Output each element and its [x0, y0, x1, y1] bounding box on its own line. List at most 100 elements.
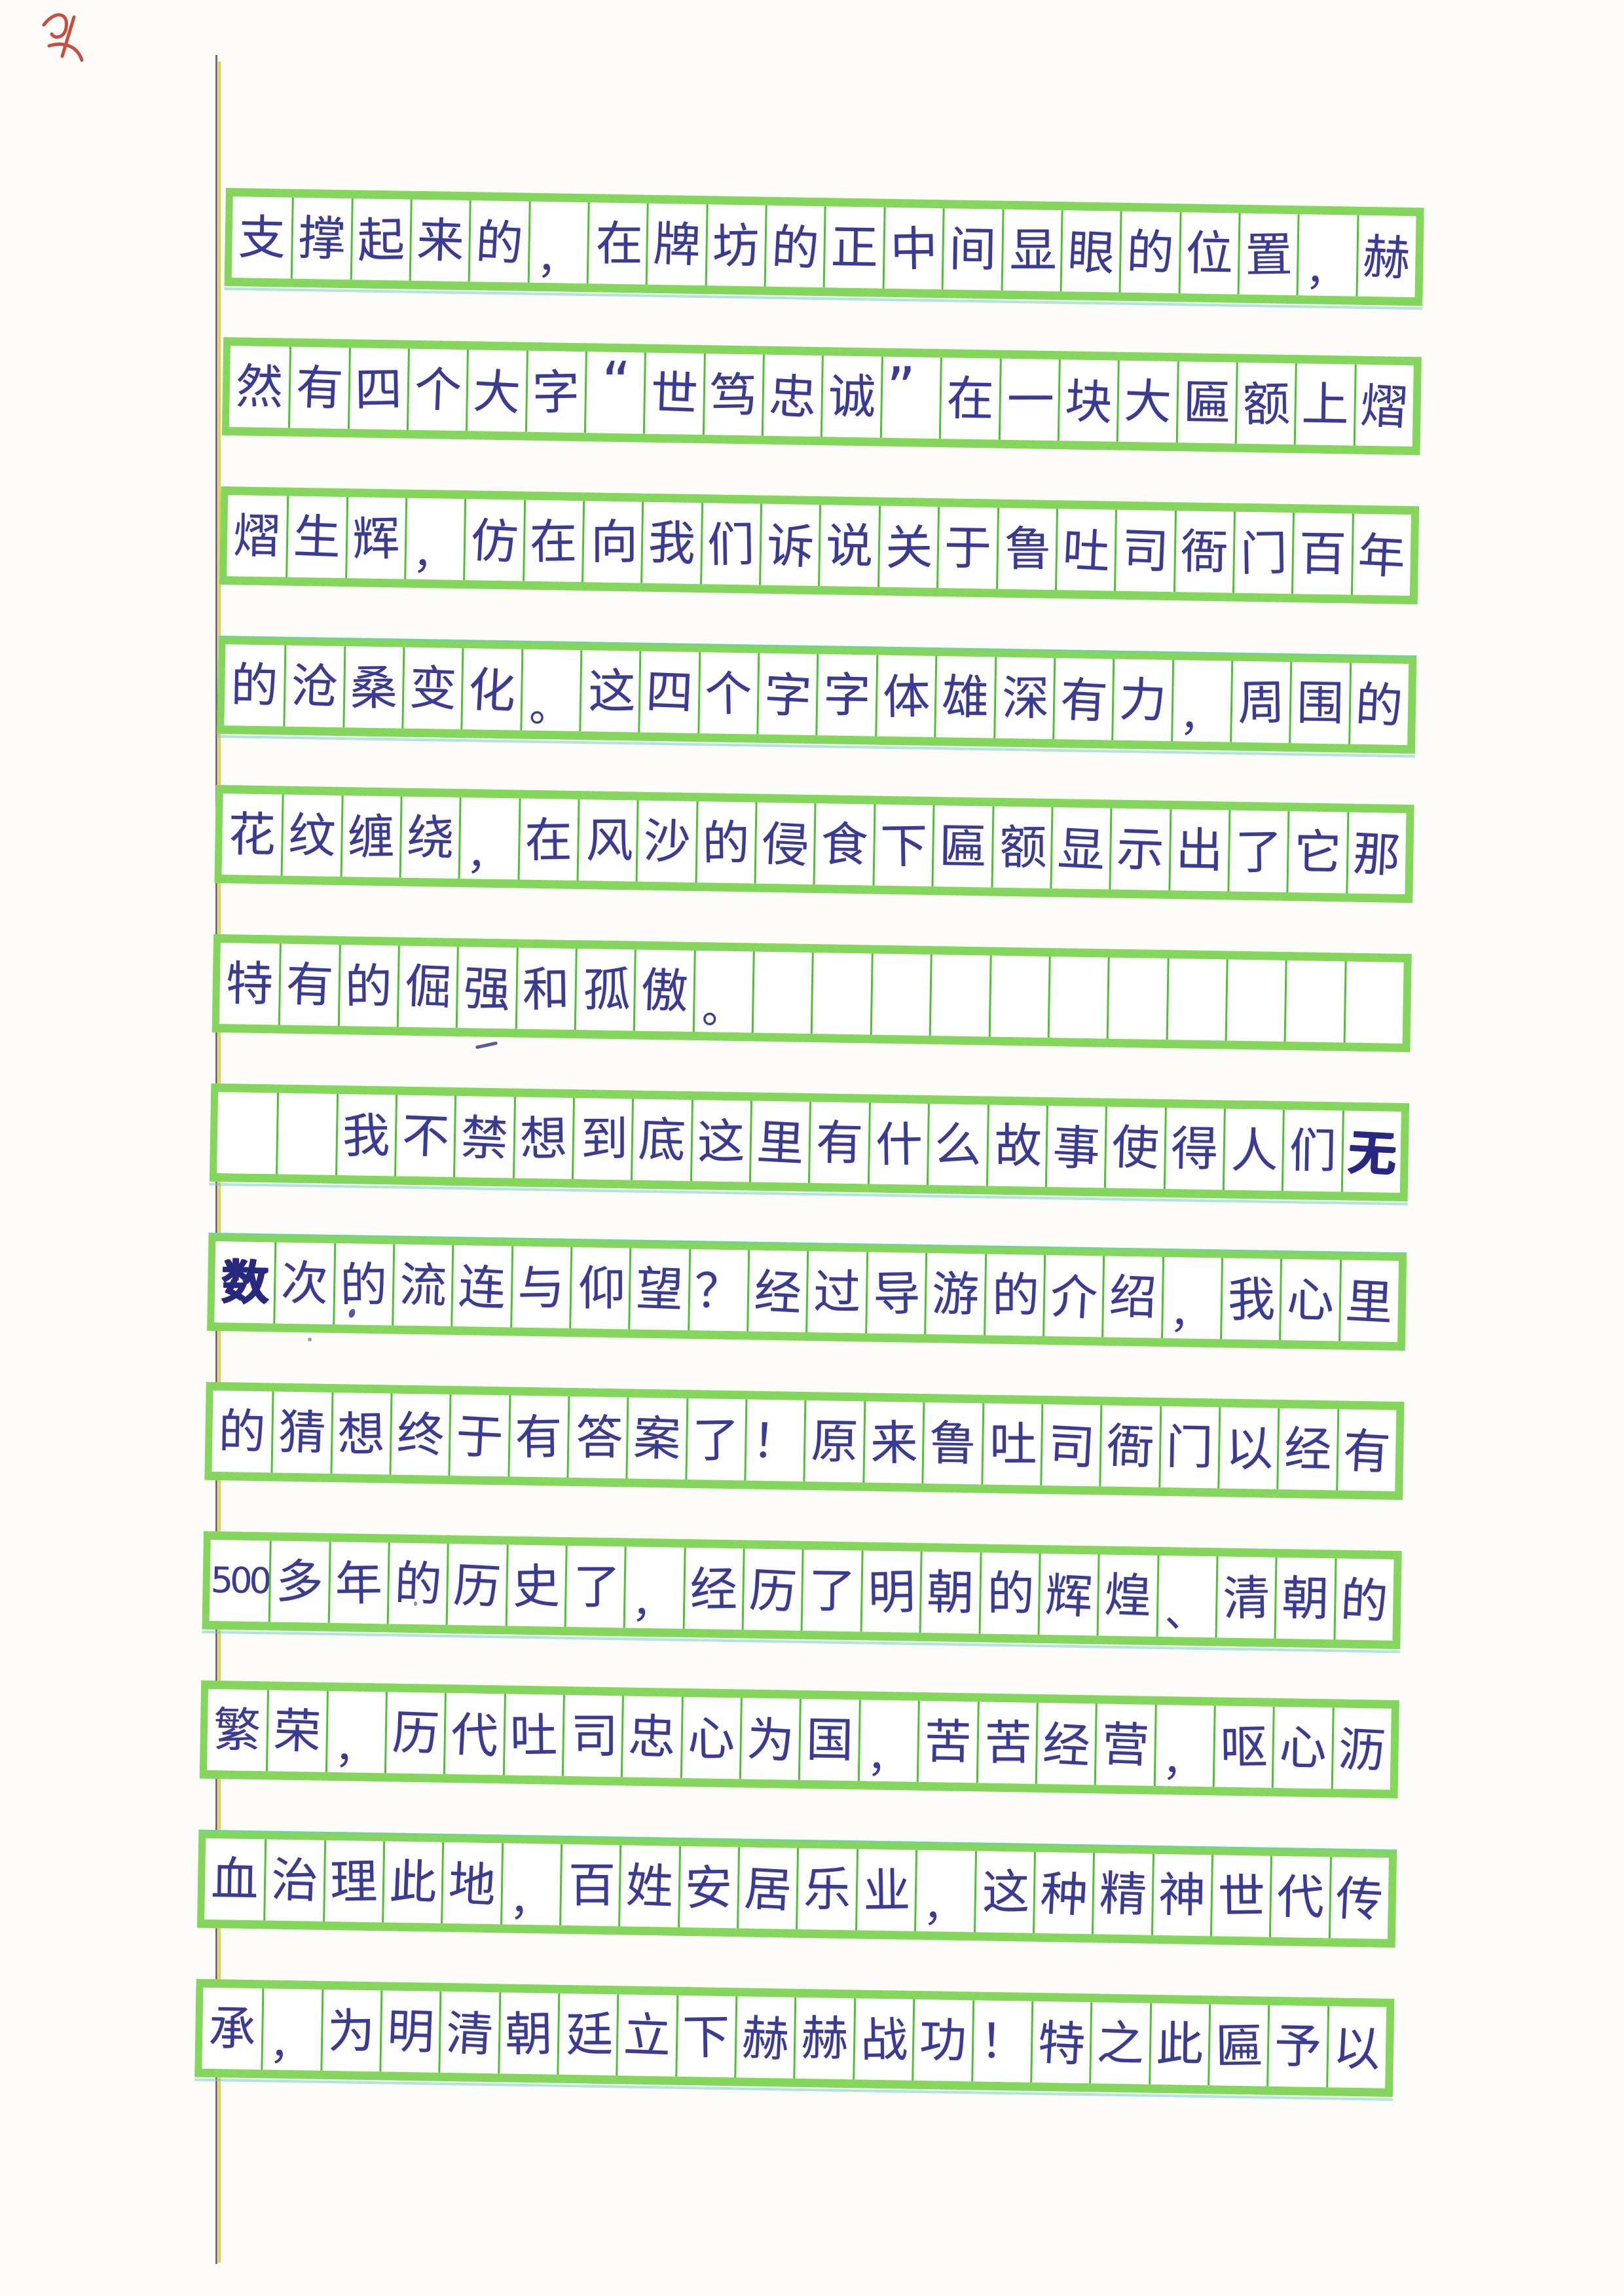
handwritten-char: 煌	[1103, 1567, 1153, 1624]
handwritten-char: 立	[622, 2007, 673, 2064]
char-cell: 关	[877, 505, 938, 589]
char-cell: 的	[1118, 211, 1180, 294]
char-cell: 业	[855, 1849, 916, 1931]
char-cell: 功	[912, 1999, 972, 2082]
handwritten-char: 风	[585, 812, 633, 868]
handwritten-char: 有	[1058, 671, 1109, 729]
char-cell: 雄	[934, 656, 995, 738]
char-cell: ”	[879, 355, 941, 439]
handwritten-char: 变	[408, 659, 458, 717]
char-cell: 沙	[635, 800, 697, 883]
handwritten-char: 沧	[289, 657, 340, 715]
char-cell: 里	[749, 1101, 810, 1183]
char-cell: 字	[525, 350, 586, 433]
char-cell: 忠	[621, 1696, 682, 1778]
handwritten-char: 门	[1165, 1419, 1214, 1476]
handwritten-char: 无	[1346, 1124, 1397, 1182]
char-cell: 了	[1227, 810, 1288, 893]
char-cell: 代	[1269, 1855, 1330, 1939]
handwritten-char: 清	[445, 2005, 495, 2063]
char-cell: 百	[1291, 513, 1352, 595]
handwritten-char: 仿	[469, 513, 520, 570]
handwritten-char: 游	[931, 1266, 980, 1322]
char-cell: 正	[823, 206, 884, 289]
handwritten-char: 的	[987, 1566, 1035, 1622]
handwritten-char: 司	[570, 1708, 618, 1764]
char-cell: 安	[677, 1846, 739, 1929]
char-cell: “	[583, 350, 645, 434]
char-cell: 额	[1234, 362, 1296, 445]
handwritten-char: 了	[692, 1412, 741, 1468]
char-cell: 门	[1232, 511, 1293, 594]
handwritten-char: 支	[238, 210, 286, 266]
char-cell: 显	[1050, 807, 1111, 890]
handwritten-char: 数	[220, 1254, 269, 1311]
handwritten-char: 吐	[989, 1417, 1037, 1472]
char-cell: 仰	[569, 1247, 630, 1330]
char-cell: 鲁	[995, 507, 1056, 591]
char-cell	[751, 951, 813, 1034]
handwritten-char: 与	[517, 1260, 566, 1316]
char-cell: 此	[382, 1841, 443, 1923]
char-cell: 500	[210, 1540, 270, 1622]
char-cell: 这	[973, 1851, 1034, 1933]
handwritten-char: 的	[770, 219, 821, 277]
handwritten-char: 的	[230, 657, 279, 714]
char-cell: 多	[268, 1540, 329, 1623]
handwritten-char: 呕	[1219, 1719, 1268, 1776]
char-cell: ！	[970, 2000, 1032, 2083]
char-cell: 绕	[399, 796, 460, 879]
stray-ink-speck	[308, 1338, 312, 1341]
handwritten-char: ，	[923, 1883, 965, 1932]
char-cell: 们	[1282, 1109, 1342, 1192]
handwritten-char: 匾	[1215, 2018, 1263, 2074]
handwritten-char: 明	[867, 1564, 915, 1620]
handwritten-char: 上	[1301, 376, 1350, 433]
char-cell: 事	[1044, 1105, 1106, 1188]
char-cell: 居	[737, 1847, 798, 1929]
char-cell	[1166, 958, 1227, 1041]
handwritten-char: 史	[512, 1558, 561, 1614]
handwritten-char: 雄	[941, 669, 989, 725]
char-cell: 体	[875, 655, 936, 738]
handwritten-char: 我	[1227, 1271, 1276, 1328]
char-cell: ？	[687, 1248, 748, 1332]
char-cell: 在	[938, 357, 1000, 440]
handwritten-char: 的	[702, 815, 750, 871]
char-cell: 无	[1340, 1110, 1401, 1193]
char-cell: 生	[286, 496, 346, 579]
text-row: 的猜想终于有答案了！原来鲁吐司衙门以经有	[204, 1381, 1405, 1501]
handwritten-char: 鲁	[929, 1415, 977, 1472]
char-cell: 与	[509, 1246, 571, 1328]
handwritten-char: 吐	[1061, 522, 1111, 580]
char-cell: 理	[322, 1840, 384, 1923]
handwritten-char: ，	[1179, 693, 1221, 742]
handwritten-char: 牌	[652, 216, 702, 273]
char-cell: 人	[1222, 1108, 1283, 1191]
handwritten-char: 正	[830, 219, 879, 276]
handwritten-char: ，	[333, 1724, 375, 1774]
handwritten-char: 经	[1283, 1421, 1332, 1478]
handwritten-char: 特	[1036, 2014, 1086, 2073]
handwritten-char: 介	[1048, 1268, 1099, 1326]
char-cell: 赫	[1356, 215, 1416, 298]
handwritten-char: 绕	[405, 809, 455, 866]
handwritten-char: 经	[752, 1264, 803, 1322]
char-cell: 明	[860, 1550, 921, 1633]
char-cell: ，	[914, 1850, 975, 1933]
handwritten-char: 置	[1244, 227, 1293, 283]
handwritten-char: 连	[456, 1258, 507, 1317]
handwritten-char: 这	[697, 1114, 746, 1170]
handwritten-char: 辉	[1043, 1567, 1094, 1625]
handwritten-char: 代	[1276, 1868, 1325, 1925]
char-cell: ，	[404, 498, 465, 581]
char-cell: 个	[697, 652, 758, 735]
char-cell: 答	[566, 1396, 627, 1479]
char-cell: 赫	[793, 1997, 855, 2080]
handwritten-char: 诚	[828, 369, 876, 425]
handwritten-char: 答	[576, 1410, 623, 1465]
char-cell: 我	[640, 501, 701, 585]
char-cell: 说	[818, 505, 879, 587]
handwritten-char: 为	[745, 1711, 796, 1769]
handwritten-char: 来	[415, 212, 466, 269]
